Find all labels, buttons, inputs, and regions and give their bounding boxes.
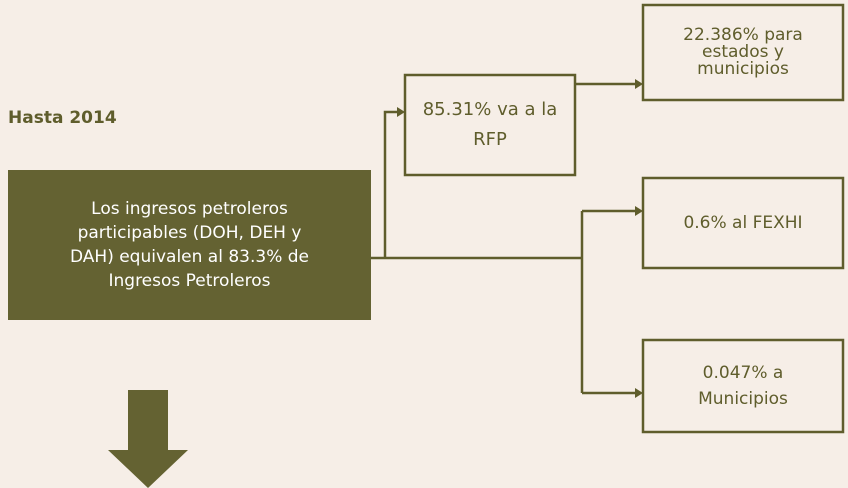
node-label: 0.6% al FEXHI xyxy=(683,213,802,233)
node-label: participables (DOH, DEH y xyxy=(78,223,302,243)
box xyxy=(641,3,845,102)
node-label: Municipios xyxy=(698,389,788,409)
node-label: municipios xyxy=(697,59,789,79)
down-arrow xyxy=(108,390,188,488)
node-label: Ingresos Petroleros xyxy=(108,271,270,291)
node-label: 0.047% a xyxy=(703,363,784,383)
node-label: estados y xyxy=(702,42,784,62)
box xyxy=(641,338,845,434)
node-label: DAH) equivalen al 83.3% de xyxy=(70,247,309,267)
box xyxy=(641,176,845,270)
main-box xyxy=(8,170,371,320)
node-label: RFP xyxy=(473,129,507,150)
connector xyxy=(371,82,636,395)
arrowheads xyxy=(397,79,643,398)
node-label: 22.386% para xyxy=(683,25,803,45)
node-label: 85.31% va a la xyxy=(423,99,558,120)
box xyxy=(403,73,577,177)
title: Hasta 2014 xyxy=(8,108,117,128)
node-label: Los ingresos petroleros xyxy=(91,199,288,219)
